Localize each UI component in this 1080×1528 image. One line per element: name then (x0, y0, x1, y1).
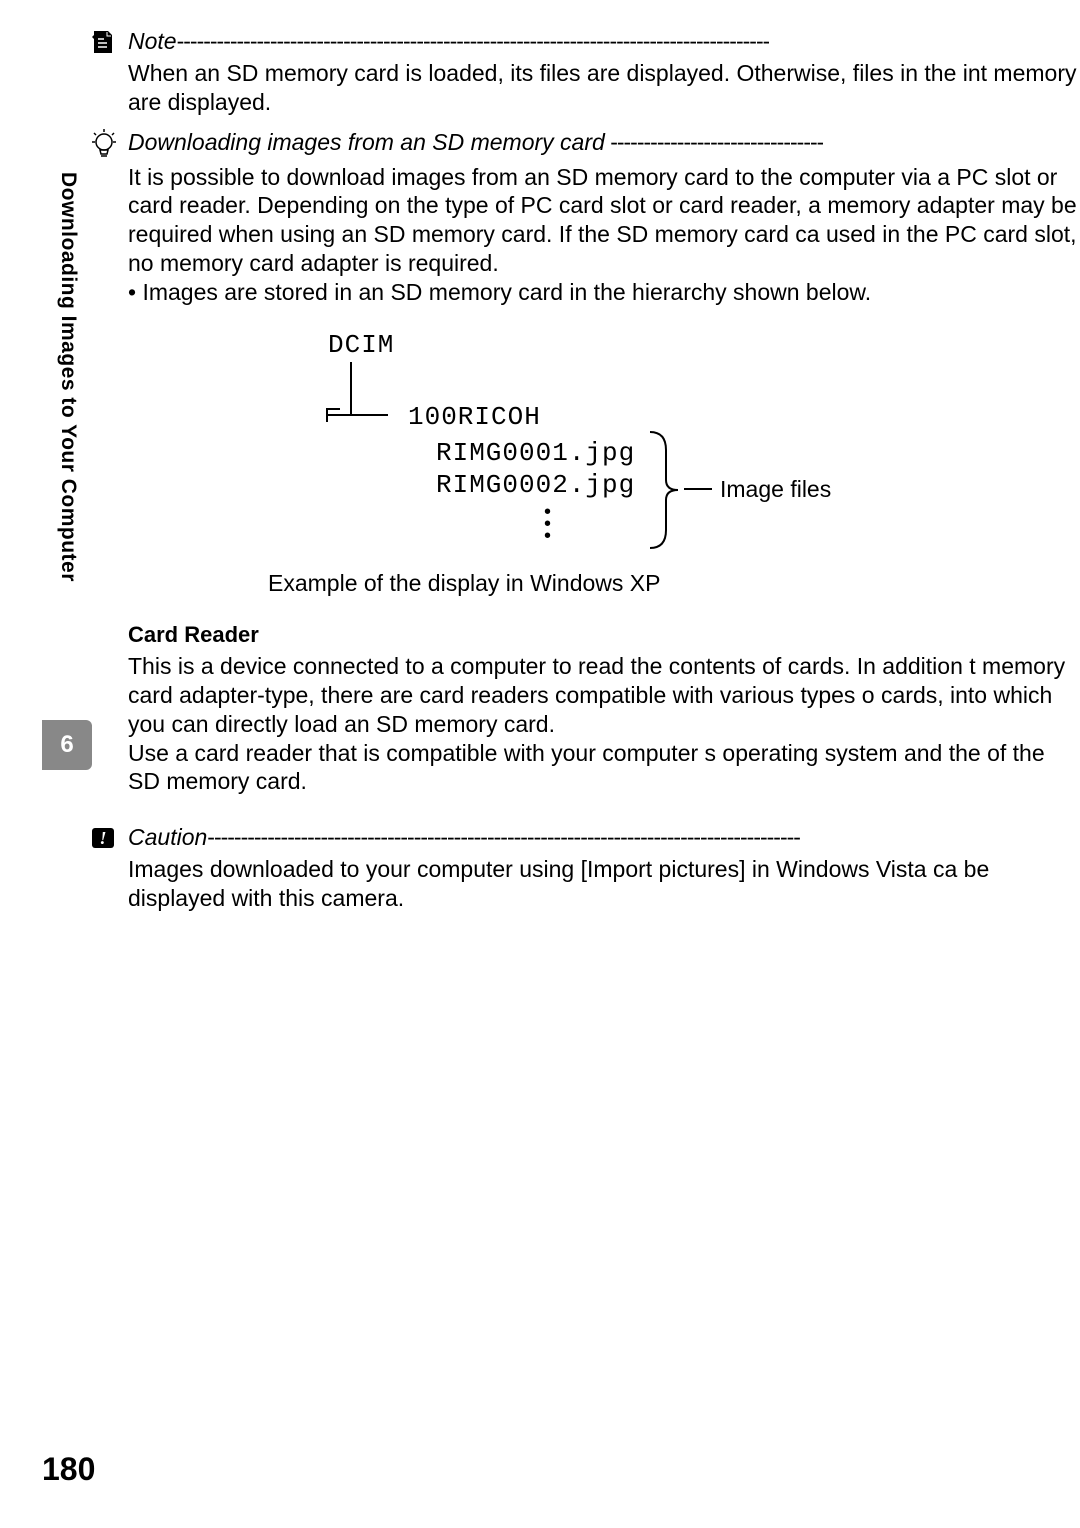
lightbulb-icon (90, 127, 118, 159)
bracket-icon (648, 430, 688, 550)
diagram-folder2: 100RICOH (408, 402, 541, 432)
chapter-number: 6 (60, 731, 73, 759)
tree-vline1 (350, 362, 352, 414)
diagram-file1: RIMG0001.jpg (436, 438, 635, 468)
note-header: Note------------------------------------… (90, 28, 1080, 55)
sidebar-vertical-label: Downloading Images to Your Computer (56, 172, 80, 582)
diagram-file2: RIMG0002.jpg (436, 470, 635, 500)
svg-text:!: ! (99, 828, 106, 848)
caution-title: Caution---------------------------------… (128, 824, 800, 851)
note-section: Note------------------------------------… (90, 28, 1080, 117)
sidebar: Downloading Images to Your Computer (56, 172, 96, 582)
tip-section: Downloading images from an SD memory car… (90, 127, 1080, 307)
note-title: Note------------------------------------… (128, 28, 769, 55)
tree-tick1h (326, 408, 340, 410)
caution-body: Images downloaded to your computer using… (128, 855, 1080, 913)
tip-body: It is possible to download images from a… (128, 163, 1080, 278)
page-number: 180 (42, 1451, 95, 1488)
diagram-folder1: DCIM (328, 330, 394, 360)
caution-section: ! Caution-------------------------------… (90, 824, 1080, 913)
note-icon (90, 29, 116, 55)
tip-bullet: • Images are stored in an SD memory card… (128, 278, 1080, 307)
diagram-label: Image files (720, 476, 831, 503)
tree-tick1 (326, 408, 328, 422)
diagram-caption: Example of the display in Windows XP (268, 570, 660, 597)
card-reader-section: Card Reader This is a device connected t… (128, 622, 1080, 796)
page-content: Note------------------------------------… (0, 0, 1080, 913)
chapter-badge: 6 (42, 720, 92, 770)
tip-header: Downloading images from an SD memory car… (90, 127, 1080, 159)
bracket-hline (684, 488, 712, 490)
tree-hline1 (328, 414, 388, 416)
card-reader-body: This is a device connected to a computer… (128, 652, 1080, 796)
note-body: When an SD memory card is loaded, its fi… (128, 59, 1080, 117)
caution-header: ! Caution-------------------------------… (90, 824, 1080, 851)
tip-title: Downloading images from an SD memory car… (128, 129, 823, 156)
diagram-dots: ••• (544, 506, 551, 542)
caution-icon: ! (90, 826, 116, 850)
diagram-container: DCIM 100RICOH RIMG0001.jpg RIMG0002.jpg … (218, 330, 1080, 630)
